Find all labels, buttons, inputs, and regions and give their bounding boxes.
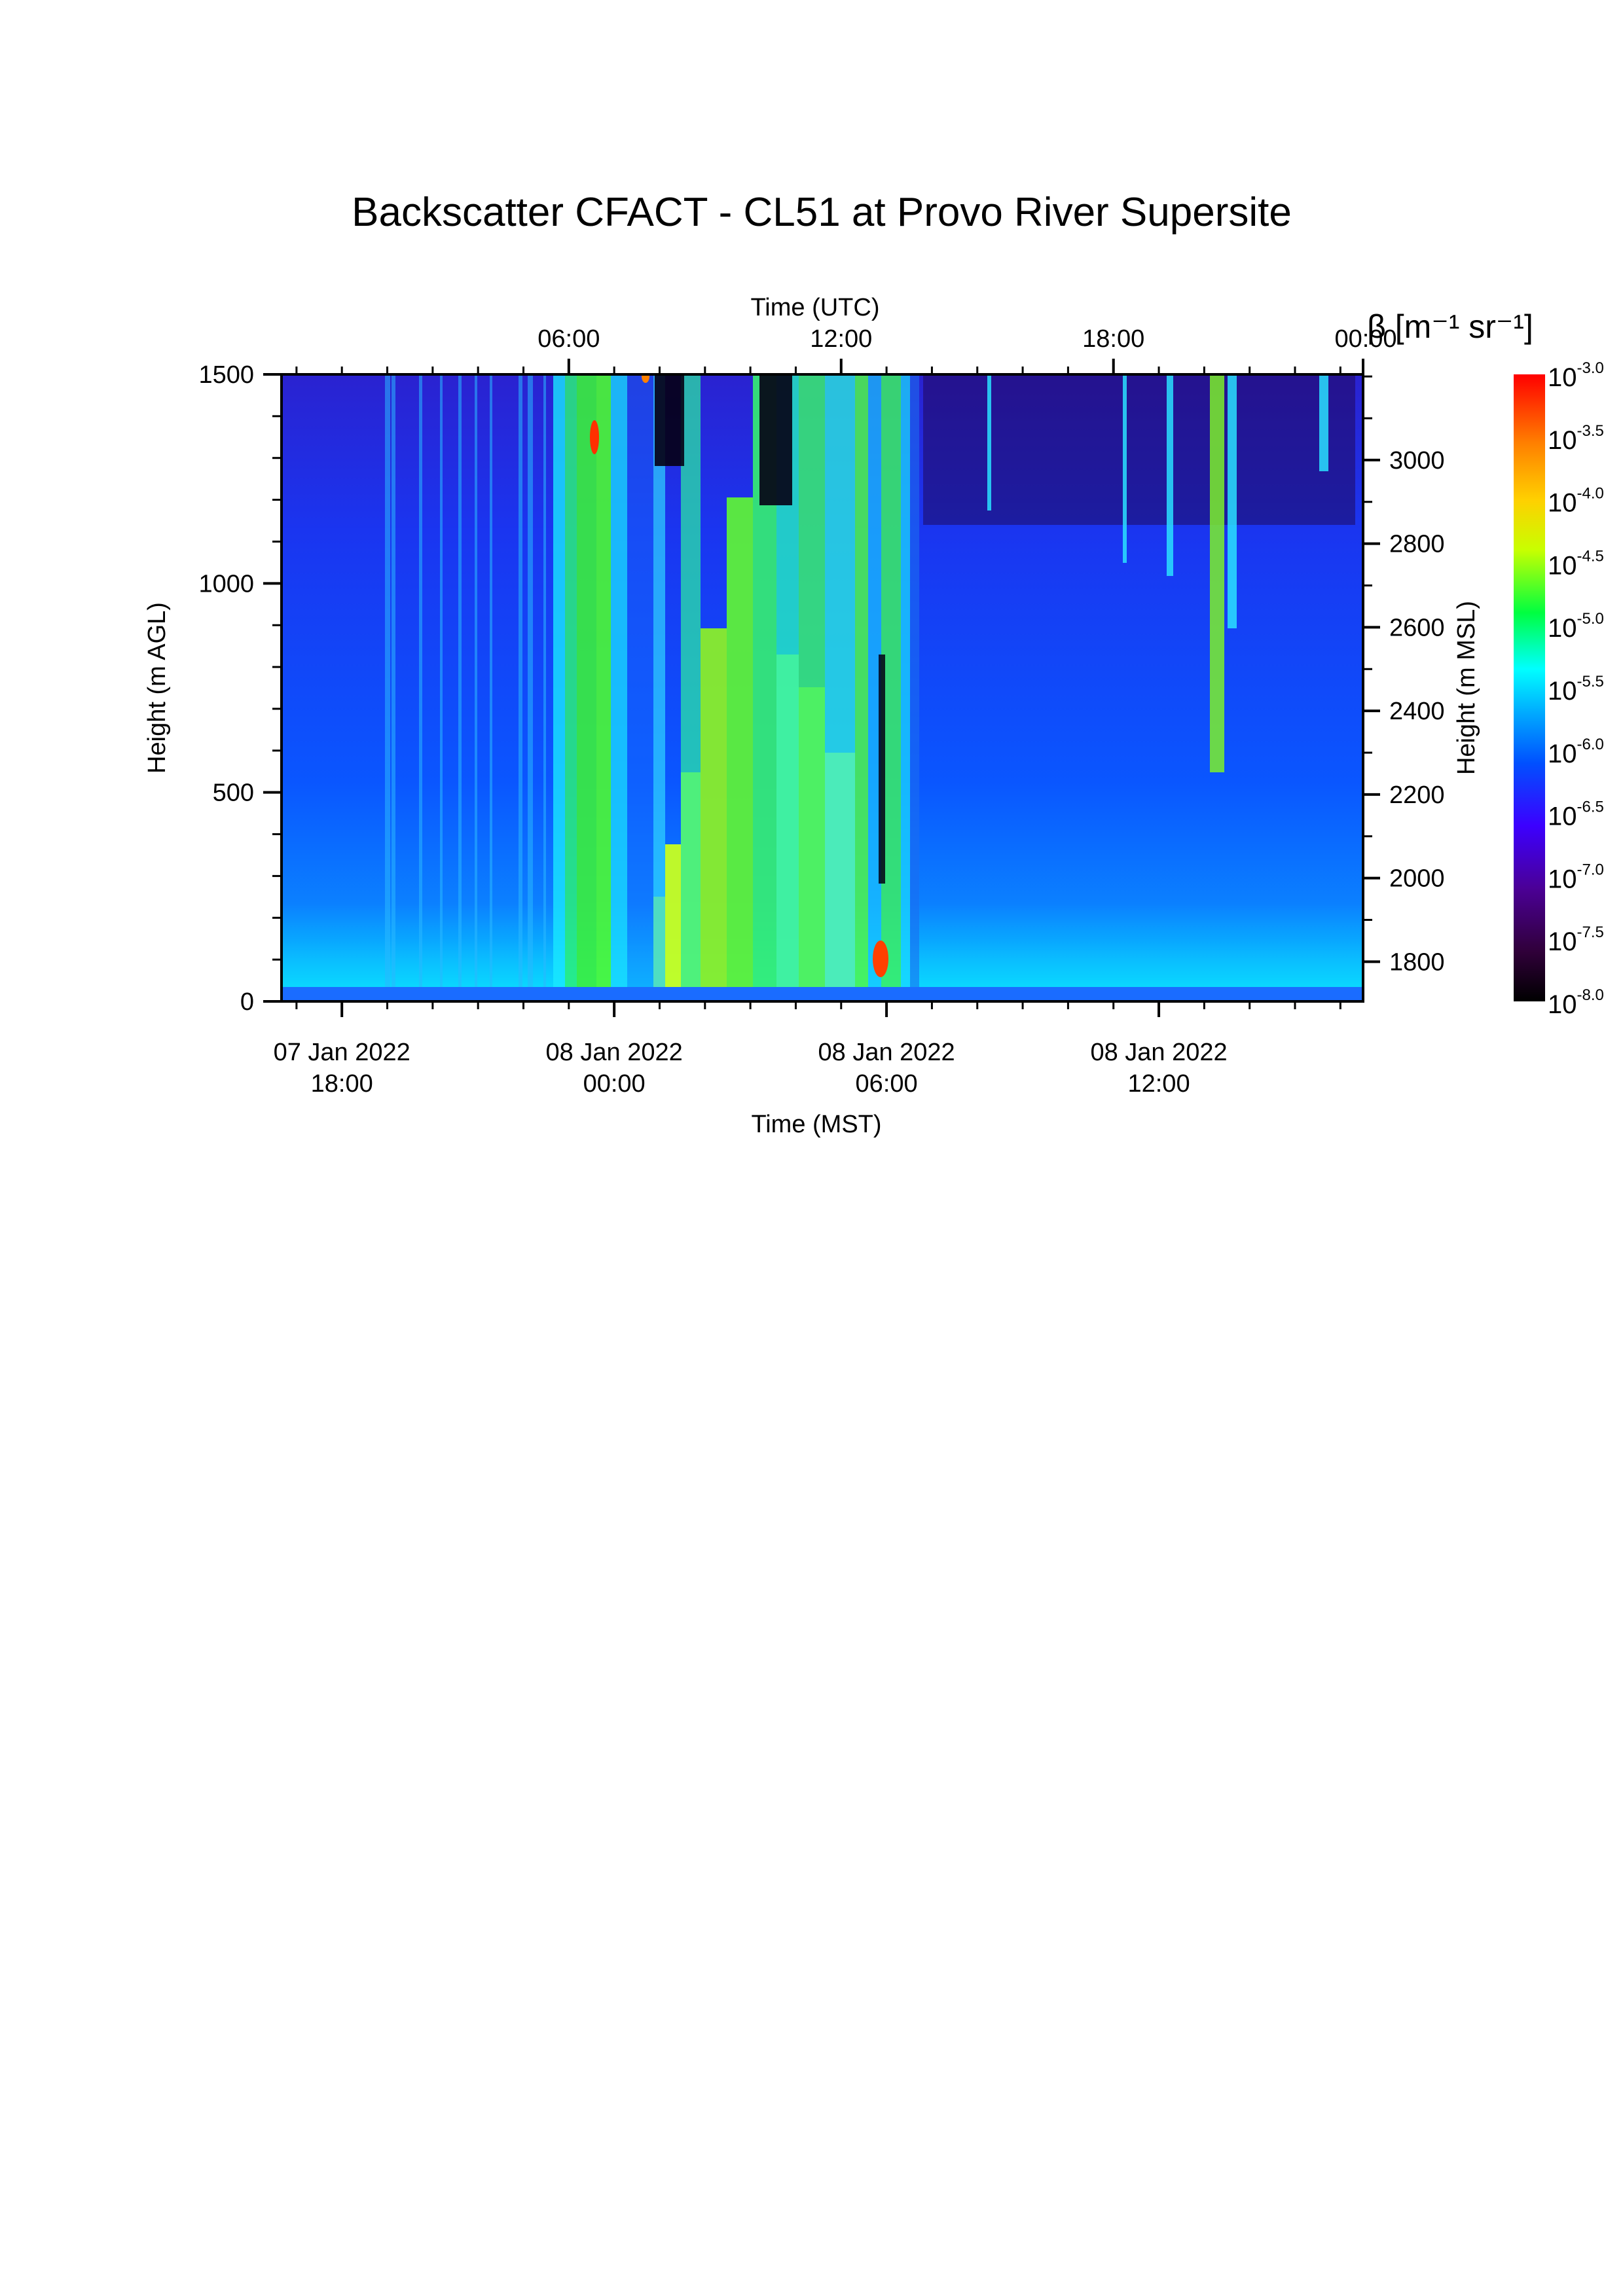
backscatter-column [458,374,462,987]
backscatter-streak [1319,374,1328,471]
y-left-tick-label: 1000 [198,570,254,598]
backscatter-column [799,374,825,987]
backscatter-column [543,374,546,987]
colorbar [1514,374,1545,1001]
y-right-tick-label: 2200 [1389,781,1445,809]
backscatter-column [528,374,533,987]
x-bottom-tick-date: 08 Jan 2022 [818,1039,955,1066]
x-bottom-tick-time: 12:00 [1127,1070,1190,1098]
x-bottom-tick-time: 00:00 [583,1070,646,1098]
plot-frame [280,373,1364,1003]
backscatter-column [385,374,390,987]
backscatter-column [475,374,477,987]
x-axis-top-label: Time (UTC) [751,294,880,321]
backscatter-column [665,844,681,987]
y-right-tick-label: 3000 [1389,447,1445,475]
backscatter-column [577,374,596,987]
heatmap-features [285,374,1355,994]
backscatter-streak [987,374,991,511]
backscatter-column [565,374,577,987]
colorbar-label: β [m⁻¹ sr⁻¹] [1367,308,1533,345]
y-left-tick-label: 500 [213,780,254,807]
x-axis-bottom-label: Time (MST) [751,1111,881,1138]
y-right-tick-label: 2800 [1389,531,1445,558]
colorbar-tick-label: 10-3.0 [1548,359,1604,392]
axes-ticks: 0 500 1000 1500 1800 2000 2200 2400 2600 2800 3000… [198,325,1444,1098]
chart-title: Backscatter CFACT - CL51 at Provo River … [352,190,1292,235]
clear-air-region [879,655,885,884]
colorbar-tick-label: 10-5.0 [1548,610,1604,643]
backscatter-column [553,374,565,987]
x-bottom-tick-date: 08 Jan 2022 [546,1039,683,1066]
x-top-tick-label: 00:00 [1334,325,1396,353]
backscatter-column [596,374,611,987]
backscatter-column [627,374,653,987]
y-right-tick-label: 2600 [1389,614,1445,641]
high-backscatter-spot [642,374,649,383]
backscatter-column [681,374,701,987]
backscatter-streak [1228,374,1237,628]
backscatter-streak [1167,374,1173,576]
high-backscatter-spot [590,420,599,454]
backscatter-column [825,374,855,987]
colorbar-tick-label: 10-7.0 [1548,861,1604,893]
heatmap-area [282,374,1363,1001]
ground-strip [282,987,1363,1001]
colorbar-tick-label: 10-3.5 [1548,422,1604,455]
y-axis-left-label: Height (m AGL) [143,602,171,774]
colorbar-tick-label: 10-8.0 [1548,986,1604,1019]
x-bottom-tick-time: 06:00 [856,1070,918,1098]
y-right-tick-label: 2000 [1389,865,1445,893]
x-bottom-tick-date: 07 Jan 2022 [274,1039,410,1066]
clear-air-region [655,374,684,466]
backscatter-column [901,374,910,987]
colorbar-tick-label: 10-4.5 [1548,547,1604,580]
backscatter-column [868,374,881,987]
colorbar-tick-label: 10-6.5 [1548,798,1604,831]
backscatter-column [701,628,727,987]
x-top-tick-label: 06:00 [538,325,600,353]
colorbar-tick-label: 10-5.5 [1548,673,1604,706]
colorbar-ticks: 10-3.0 10-3.5 10-4.0 10-4.5 10-5.0 10-5.5 10-6… [1548,359,1604,1019]
x-bottom-tick-time: 18:00 [311,1070,373,1098]
colorbar-tick-label: 10-4.0 [1548,485,1604,518]
high-backscatter-spot [873,941,888,977]
backscatter-column [490,374,492,987]
clear-air-region [759,374,792,505]
colorbar-tick-label: 10-7.5 [1548,924,1604,956]
y-left-tick-label: 0 [240,988,254,1016]
y-left-tick-label: 1500 [198,361,254,389]
backscatter-column [855,374,868,987]
backscatter-column [653,374,665,987]
y-right-tick-label: 2400 [1389,698,1445,725]
backscatter-column [419,374,422,987]
x-top-tick-label: 12:00 [810,325,872,353]
backscatter-column [440,374,443,987]
backscatter-streak [1123,374,1127,563]
noisy-upper-region [923,374,1355,525]
backscatter-column [910,374,919,987]
y-axis-right-label: Height (m MSL) [1453,601,1480,775]
backscatter-column [519,374,522,987]
backscatter-column [727,497,753,987]
x-top-tick-label: 18:00 [1082,325,1144,353]
colorbar-tick-label: 10-6.0 [1548,736,1604,768]
backscatter-streak [1210,374,1224,772]
backscatter-column [392,374,395,987]
x-bottom-tick-date: 08 Jan 2022 [1090,1039,1227,1066]
y-right-tick-label: 1800 [1389,948,1445,976]
backscatter-column [611,374,627,987]
